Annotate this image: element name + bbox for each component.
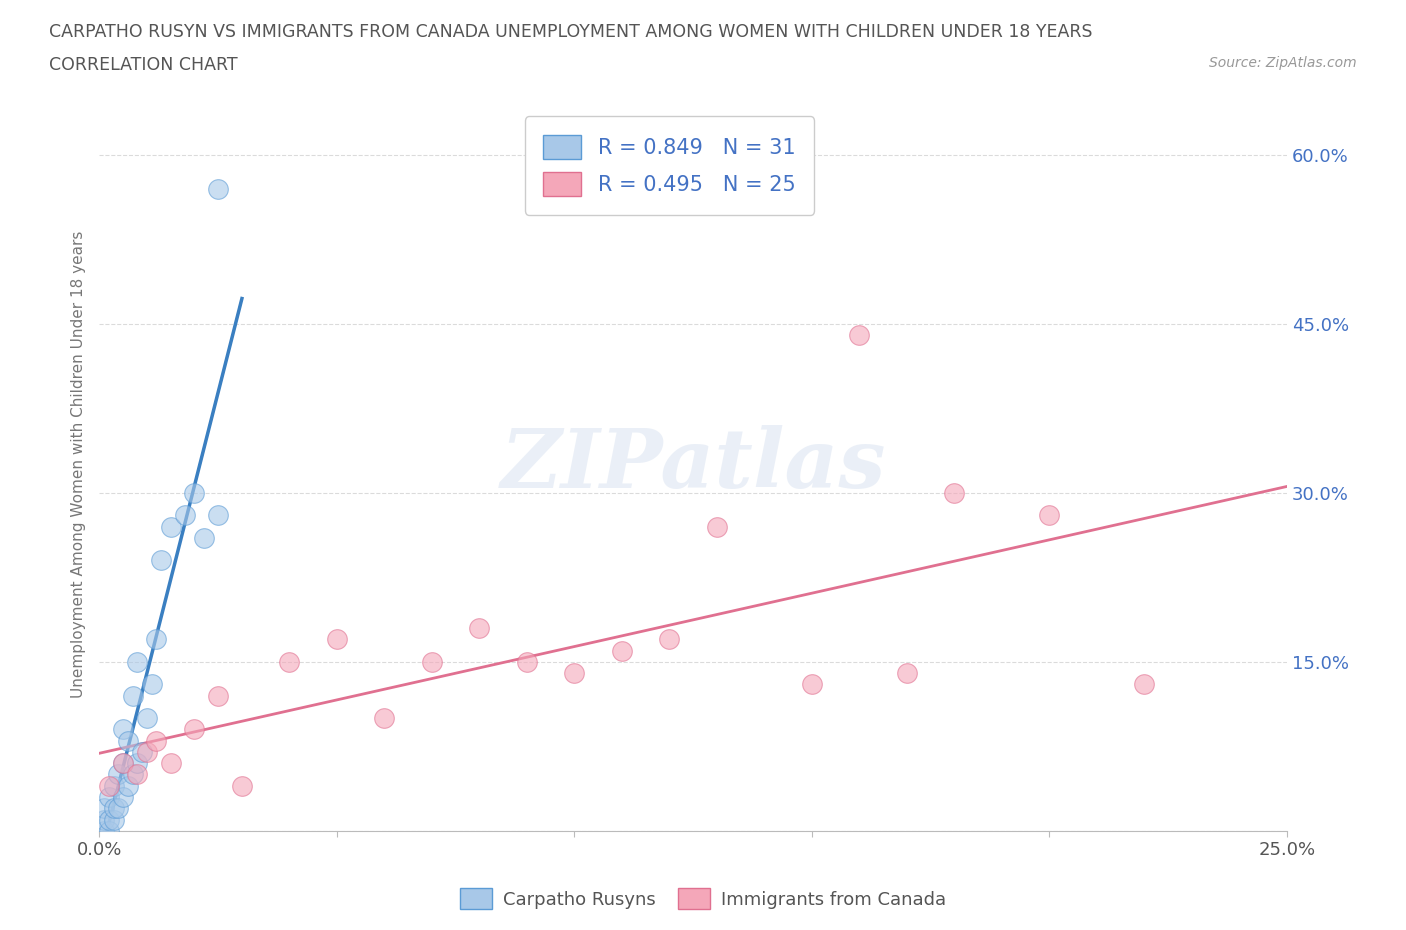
Point	[207, 688, 229, 703]
Point	[150, 553, 173, 568]
Point	[107, 801, 129, 816]
Point	[145, 733, 167, 748]
Point	[136, 745, 159, 760]
Point	[231, 778, 253, 793]
Point	[121, 688, 143, 703]
Point	[97, 790, 120, 804]
Point	[112, 790, 135, 804]
Point	[103, 812, 125, 827]
Point	[896, 666, 918, 681]
Point	[131, 745, 153, 760]
Point	[127, 767, 149, 782]
Point	[943, 485, 966, 500]
Point	[97, 823, 120, 838]
Point	[107, 767, 129, 782]
Point	[658, 631, 681, 646]
Point	[127, 655, 149, 670]
Point	[103, 778, 125, 793]
Text: CARPATHO RUSYN VS IMMIGRANTS FROM CANADA UNEMPLOYMENT AMONG WOMEN WITH CHILDREN : CARPATHO RUSYN VS IMMIGRANTS FROM CANADA…	[49, 23, 1092, 41]
Point	[468, 620, 491, 635]
Legend: Carpatho Rusyns, Immigrants from Canada: Carpatho Rusyns, Immigrants from Canada	[453, 881, 953, 916]
Point	[117, 733, 139, 748]
Point	[97, 778, 120, 793]
Point	[610, 644, 633, 658]
Point	[93, 812, 115, 827]
Point	[207, 181, 229, 196]
Point	[848, 327, 870, 342]
Text: Source: ZipAtlas.com: Source: ZipAtlas.com	[1209, 56, 1357, 70]
Point	[117, 778, 139, 793]
Point	[420, 655, 443, 670]
Point	[207, 508, 229, 523]
Y-axis label: Unemployment Among Women with Children Under 18 years: Unemployment Among Women with Children U…	[72, 231, 86, 698]
Point	[127, 756, 149, 771]
Text: CORRELATION CHART: CORRELATION CHART	[49, 56, 238, 73]
Point	[326, 631, 349, 646]
Point	[93, 801, 115, 816]
Point	[174, 508, 197, 523]
Point	[145, 631, 167, 646]
Point	[112, 722, 135, 737]
Text: ZIPatlas: ZIPatlas	[501, 425, 886, 505]
Legend: R = 0.849   N = 31, R = 0.495   N = 25: R = 0.849 N = 31, R = 0.495 N = 25	[524, 116, 814, 215]
Point	[97, 812, 120, 827]
Point	[564, 666, 586, 681]
Point	[706, 519, 728, 534]
Point	[121, 767, 143, 782]
Point	[103, 801, 125, 816]
Point	[112, 756, 135, 771]
Point	[112, 756, 135, 771]
Point	[183, 485, 205, 500]
Point	[183, 722, 205, 737]
Point	[141, 677, 163, 692]
Point	[278, 655, 301, 670]
Point	[159, 756, 181, 771]
Point	[516, 655, 538, 670]
Point	[1133, 677, 1156, 692]
Point	[373, 711, 395, 725]
Point	[136, 711, 159, 725]
Point	[159, 519, 181, 534]
Point	[193, 530, 215, 545]
Point	[800, 677, 823, 692]
Point	[1038, 508, 1060, 523]
Point	[93, 823, 115, 838]
